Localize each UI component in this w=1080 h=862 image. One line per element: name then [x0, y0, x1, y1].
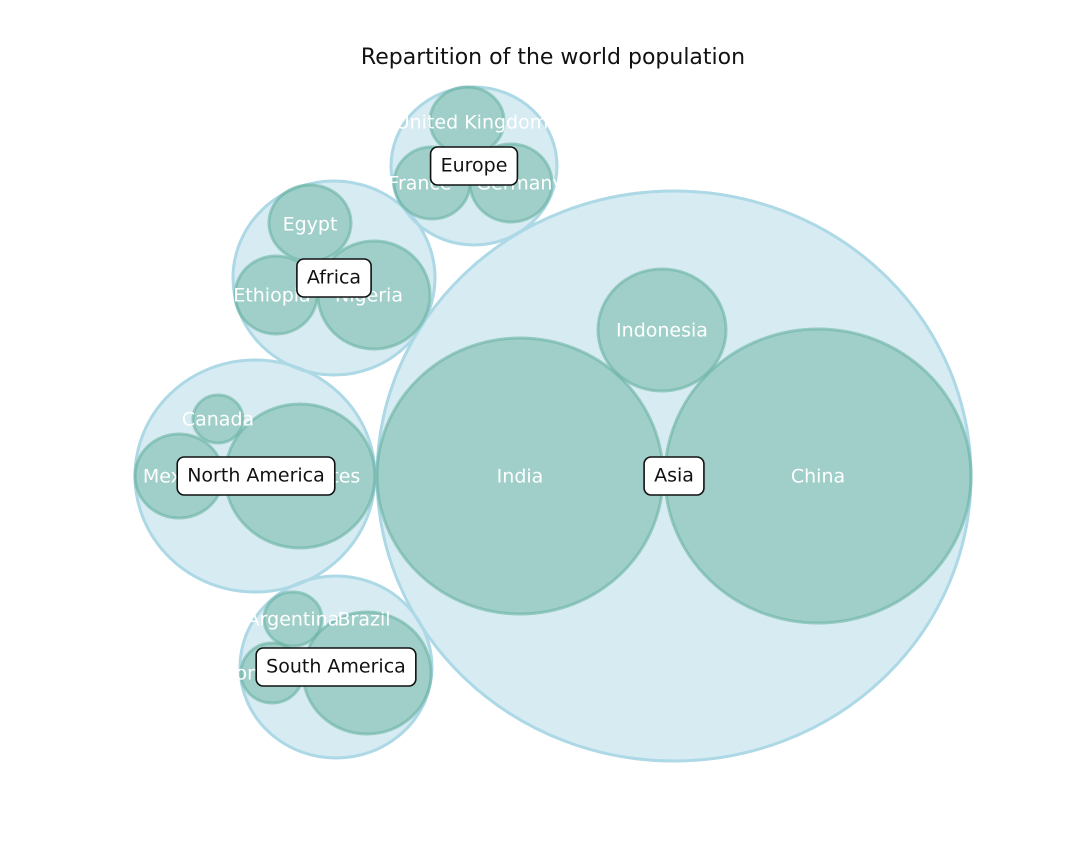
continent-label-asia: Asia	[643, 456, 705, 496]
country-label-ethiopia: Ethiopia	[233, 285, 310, 307]
continent-label-south-america: South America	[255, 647, 417, 687]
continent-label-text: North America	[187, 465, 325, 487]
country-label-india: India	[497, 466, 544, 488]
country-label-united-kingdom: United Kingdom	[396, 112, 549, 134]
continent-label-box	[429, 146, 519, 186]
continent-label-box	[176, 456, 336, 496]
chart-title: Repartition of the world population	[361, 45, 745, 70]
continent-label-text: South America	[266, 656, 406, 678]
continent-label-text: Europe	[441, 155, 508, 177]
country-label-argentina: Argentina	[247, 609, 340, 631]
country-label-canada: Canada	[182, 409, 254, 431]
country-bubble-argentina	[262, 590, 324, 648]
continent-label-box	[255, 647, 417, 687]
continent-label-europe: Europe	[429, 146, 519, 186]
continent-label-north-america: North America	[176, 456, 336, 496]
continent-label-text: Africa	[307, 267, 361, 289]
continent-label-text: Asia	[654, 465, 694, 487]
country-label-brazil: Brazil	[337, 609, 390, 631]
country-bubble-indonesia	[596, 267, 728, 393]
continent-label-box	[643, 456, 705, 496]
country-label-china: China	[791, 466, 845, 488]
continent-label-box	[296, 258, 372, 298]
country-label-indonesia: Indonesia	[616, 320, 708, 342]
country-bubble-canada	[191, 393, 245, 445]
country-label-egypt: Egypt	[283, 214, 338, 236]
continent-label-africa: Africa	[296, 258, 372, 298]
